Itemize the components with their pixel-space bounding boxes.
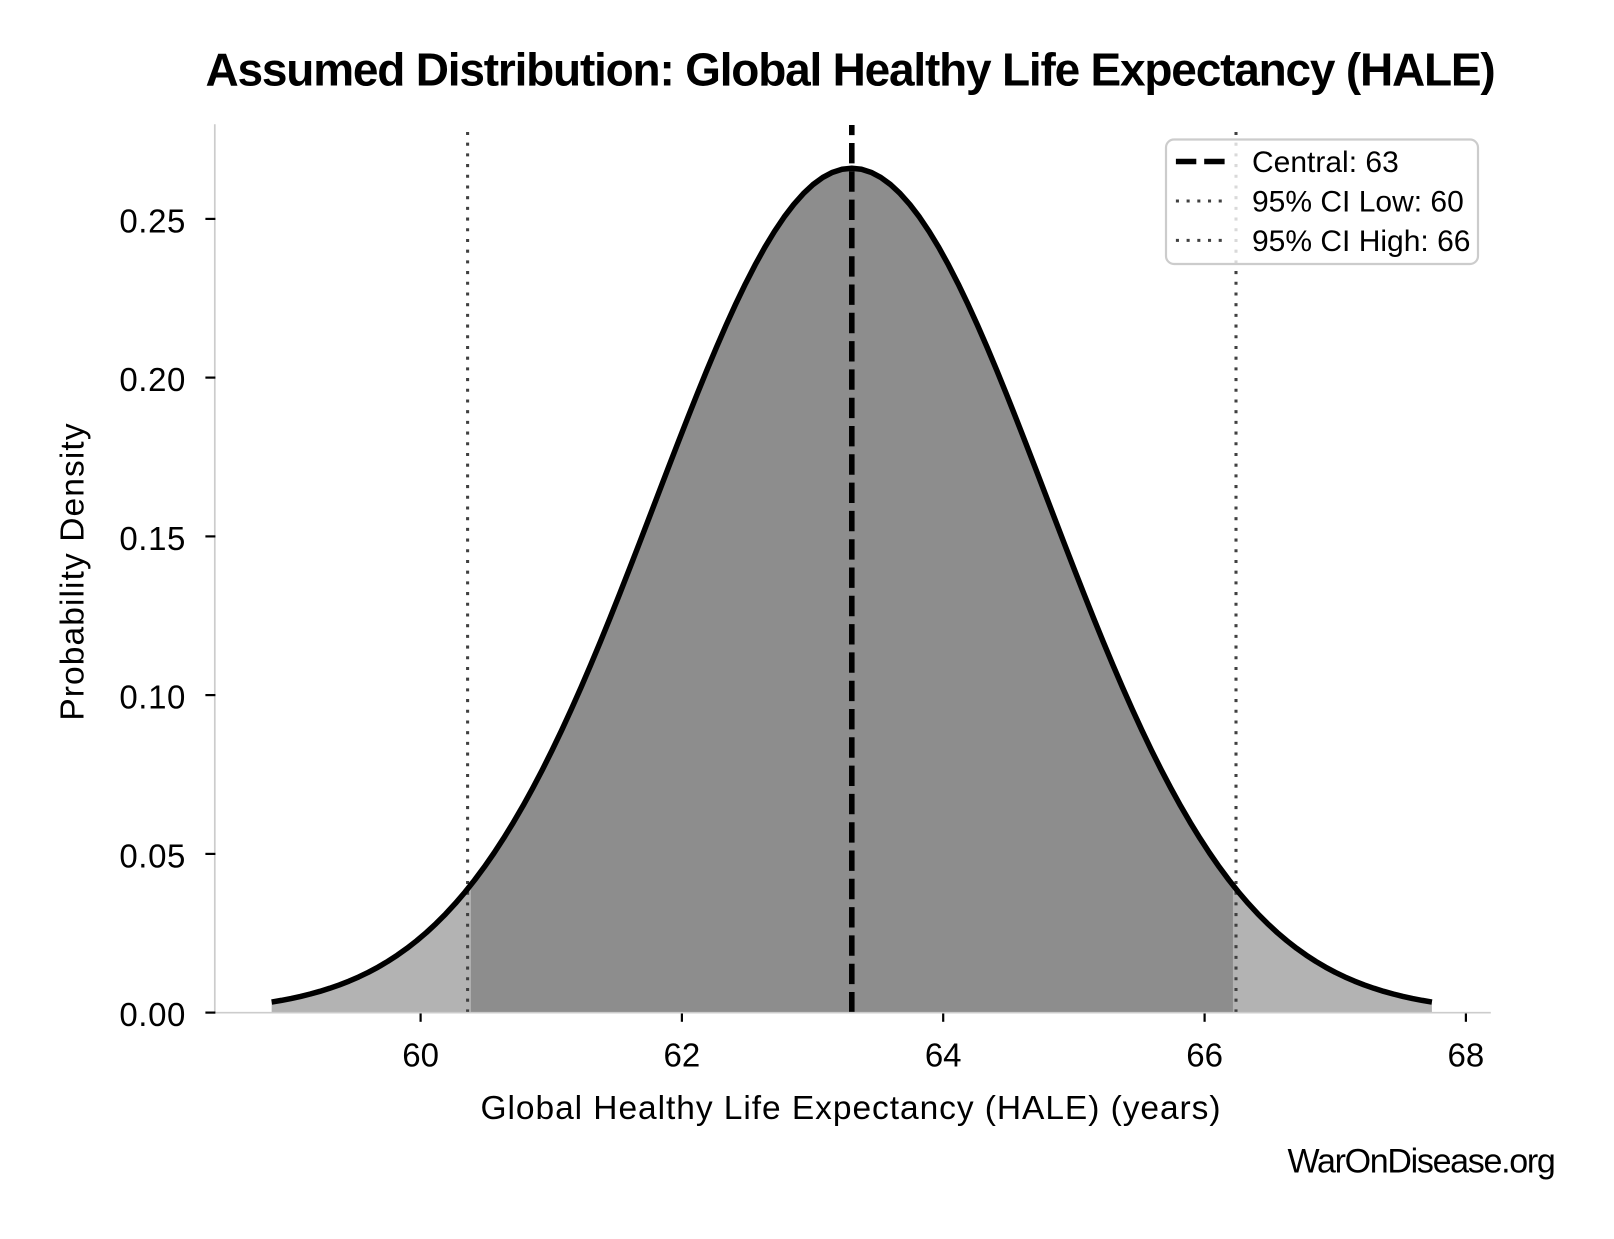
svg-text:Global Healthy Life Expectancy: Global Healthy Life Expectancy (HALE) (y… <box>481 1090 1222 1127</box>
svg-text:0.20: 0.20 <box>119 361 186 398</box>
svg-text:64: 64 <box>925 1036 962 1073</box>
svg-text:68: 68 <box>1448 1036 1485 1073</box>
svg-text:Assumed Distribution: Global H: Assumed Distribution: Global Healthy Lif… <box>206 44 1495 96</box>
svg-text:0.25: 0.25 <box>119 202 186 239</box>
svg-text:WarOnDisease.org: WarOnDisease.org <box>1287 1143 1554 1181</box>
svg-text:95% CI High: 66: 95% CI High: 66 <box>1252 225 1470 258</box>
svg-text:95% CI Low: 60: 95% CI Low: 60 <box>1252 186 1464 219</box>
svg-text:0.15: 0.15 <box>119 520 186 557</box>
svg-text:Probability Density: Probability Density <box>55 422 92 720</box>
svg-text:60: 60 <box>402 1036 439 1073</box>
svg-text:0.10: 0.10 <box>119 679 186 716</box>
svg-text:0.00: 0.00 <box>119 996 186 1033</box>
svg-text:0.05: 0.05 <box>119 837 186 874</box>
svg-text:Central: 63: Central: 63 <box>1252 146 1399 179</box>
svg-text:62: 62 <box>664 1036 701 1073</box>
svg-text:66: 66 <box>1186 1036 1223 1073</box>
